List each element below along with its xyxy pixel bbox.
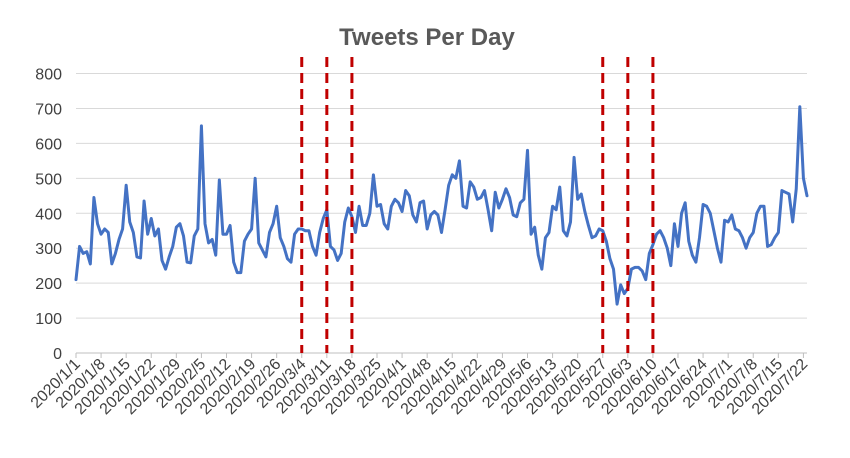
- y-tick-label: 700: [35, 101, 62, 118]
- annotation-lines: [300, 57, 655, 353]
- y-tick-label: 0: [53, 346, 62, 363]
- y-tick-label: 500: [35, 171, 62, 188]
- y-tick-label: 200: [35, 276, 62, 293]
- series: [74, 105, 809, 306]
- y-tick-label: 400: [35, 206, 62, 223]
- chart-title: Tweets Per Day: [339, 24, 515, 51]
- y-tick-label: 300: [35, 241, 62, 258]
- y-axis-ticks: 0 100 200 300 400 500 600 700 800: [35, 67, 62, 364]
- grid-lines: [76, 73, 807, 319]
- x-axis-ticks: 2020/1/12020/1/82020/1/152020/1/222020/1…: [28, 356, 812, 418]
- y-tick-label: 600: [35, 136, 62, 153]
- x-axis: [75, 352, 807, 358]
- series-line: [74, 105, 809, 306]
- y-tick-label: 800: [35, 67, 62, 84]
- y-tick-label: 100: [35, 311, 62, 328]
